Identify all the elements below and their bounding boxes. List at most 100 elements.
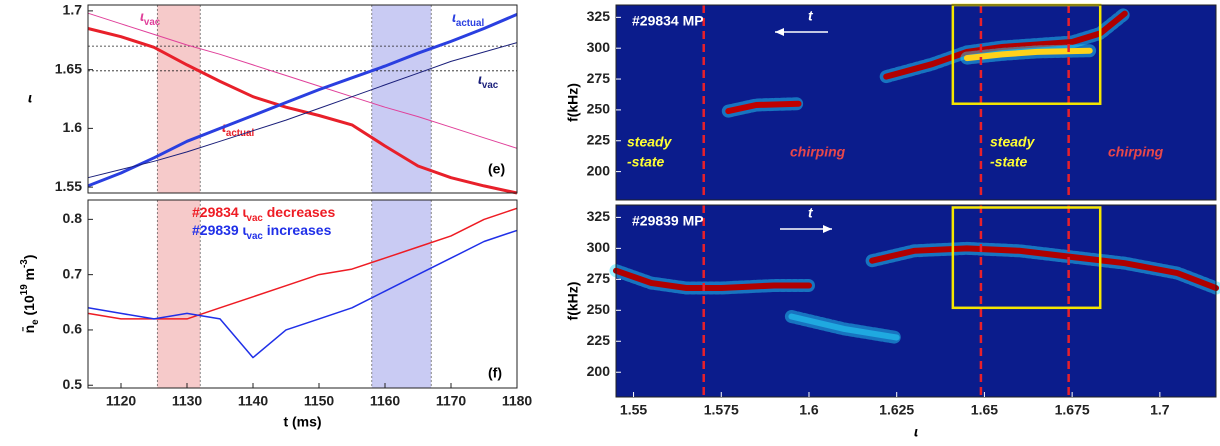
- y-axis-label-part: n̄: [20, 325, 37, 334]
- x-tick-label: 1130: [172, 393, 203, 409]
- x-axis-label: ɩ: [914, 424, 918, 440]
- trace: [883, 10, 1128, 80]
- legend-text: ɩ: [239, 204, 247, 220]
- time-arrow-head: [823, 225, 832, 233]
- arrow-label: t: [808, 8, 814, 24]
- panel-tag: (e): [488, 161, 505, 177]
- panel-tag: (f): [488, 365, 502, 381]
- legend-text: vac: [247, 231, 264, 242]
- plot-area: [88, 5, 517, 193]
- panel: 200 225 250 275 300 325 1.55 1.575 1.6 1.625 1.65 1…: [565, 204, 1220, 440]
- y-axis-label-part: m: [21, 268, 37, 284]
- legend-entry: #29839 ɩvac increases: [192, 222, 332, 242]
- annotation: chirping: [1108, 144, 1164, 160]
- annotation: -state: [990, 154, 1028, 170]
- x-tick-label: 1160: [370, 393, 401, 409]
- series-label-sub: actual: [226, 128, 255, 139]
- x-tick-label: 1170: [436, 393, 467, 409]
- x-tick-label: 1.55: [620, 402, 647, 418]
- y-tick-label: 275: [587, 270, 611, 286]
- x-tick-label: 1120: [106, 393, 137, 409]
- y-tick-label: 325: [587, 208, 611, 224]
- shaded-span: [157, 5, 201, 193]
- y-tick-label: 300: [587, 239, 611, 255]
- y-axis-label: f(kHz): [565, 83, 581, 122]
- plot-area: [616, 205, 1216, 397]
- legend-entry: #29834 ɩvac decreases: [192, 204, 335, 224]
- y-axis-label: n̄e (1019 m-3): [19, 255, 41, 334]
- y-axis-label-part: 19: [19, 284, 30, 295]
- y-tick-label: 225: [587, 332, 611, 348]
- plot-area: [616, 5, 1216, 200]
- y-tick-label: 0.6: [63, 321, 83, 337]
- y-tick-label: 250: [587, 101, 611, 117]
- y-axis-label: f(kHz): [565, 282, 581, 321]
- legend-text: ɩ: [239, 222, 247, 238]
- series-line: [87, 229, 518, 359]
- y-tick-label: 1.6: [63, 119, 83, 135]
- y-axis-label-part: ): [21, 255, 37, 260]
- annotation: steady: [627, 134, 673, 150]
- legend-text: decreases: [263, 204, 336, 220]
- series-label-symbol: ɩ: [140, 8, 144, 24]
- panel: #29834 ɩvac decreases#29839 ɩvac increas…: [19, 199, 533, 430]
- y-tick-label: 0.5: [63, 376, 83, 392]
- y-tick-label: 325: [587, 8, 611, 24]
- series-line: [87, 207, 518, 320]
- shaded-span: [371, 5, 432, 193]
- x-tick-label: 1.575: [704, 402, 739, 418]
- time-arrow-head: [775, 28, 784, 36]
- y-tick-label: 200: [587, 363, 611, 379]
- highlight-box: [951, 206, 1102, 310]
- series-label: ɩvac: [478, 71, 499, 91]
- y-tick-label: 1.65: [55, 60, 82, 76]
- y-tick-label: 0.8: [63, 210, 83, 226]
- y-tick-label: 200: [587, 162, 611, 178]
- series-label: ɩvac: [140, 8, 161, 28]
- y-axis-label: ɩ: [28, 90, 32, 106]
- legend-text: increases: [263, 222, 332, 238]
- x-tick-label: 1.675: [1055, 402, 1090, 418]
- series-line: [87, 27, 518, 195]
- series-label: ɩactual: [452, 9, 484, 29]
- x-tick-label: 1.6: [799, 402, 819, 418]
- plot-frame: [615, 204, 1217, 398]
- panel: 200 225 250 275 300 325 f(kHz) #29834 MP t steady…: [565, 3, 1217, 201]
- shaded-span: [371, 200, 432, 388]
- y-tick-label: 1.55: [55, 178, 82, 194]
- annotation: steady: [990, 134, 1036, 150]
- series-line: [87, 12, 518, 149]
- y-tick-label: 1.7: [63, 2, 83, 18]
- x-tick-label: 1150: [304, 393, 335, 409]
- panel-title: #29839 MP: [632, 213, 704, 229]
- legend-name: #29834: [192, 204, 239, 220]
- x-tick-label: 1.65: [971, 402, 998, 418]
- shaded-span: [157, 200, 201, 388]
- y-axis-label-part: (10: [21, 295, 37, 319]
- series-label-sub: vac: [482, 80, 499, 91]
- trace: [869, 245, 1219, 291]
- annotation: chirping: [790, 144, 846, 160]
- x-axis-label: t (ms): [283, 414, 321, 430]
- y-tick-label: 300: [587, 39, 611, 55]
- trace: [788, 313, 900, 341]
- trace: [963, 47, 1093, 62]
- trace: [725, 100, 802, 115]
- series-label-sub: actual: [456, 18, 485, 29]
- series-label-sub: vac: [144, 17, 161, 28]
- series-line: [87, 13, 518, 188]
- x-tick-label: 1180: [502, 393, 533, 409]
- arrow-label: t: [808, 205, 814, 221]
- series-line: [87, 42, 518, 179]
- y-tick-label: 225: [587, 131, 611, 147]
- x-tick-label: 1.625: [879, 402, 914, 418]
- y-axis-label-part: e: [30, 319, 41, 325]
- plot-frame: [87, 4, 518, 194]
- plot-frame: [615, 4, 1217, 201]
- panel-title: #29834 MP: [632, 13, 704, 29]
- annotation: -state: [627, 154, 665, 170]
- y-tick-label: 0.7: [63, 265, 83, 281]
